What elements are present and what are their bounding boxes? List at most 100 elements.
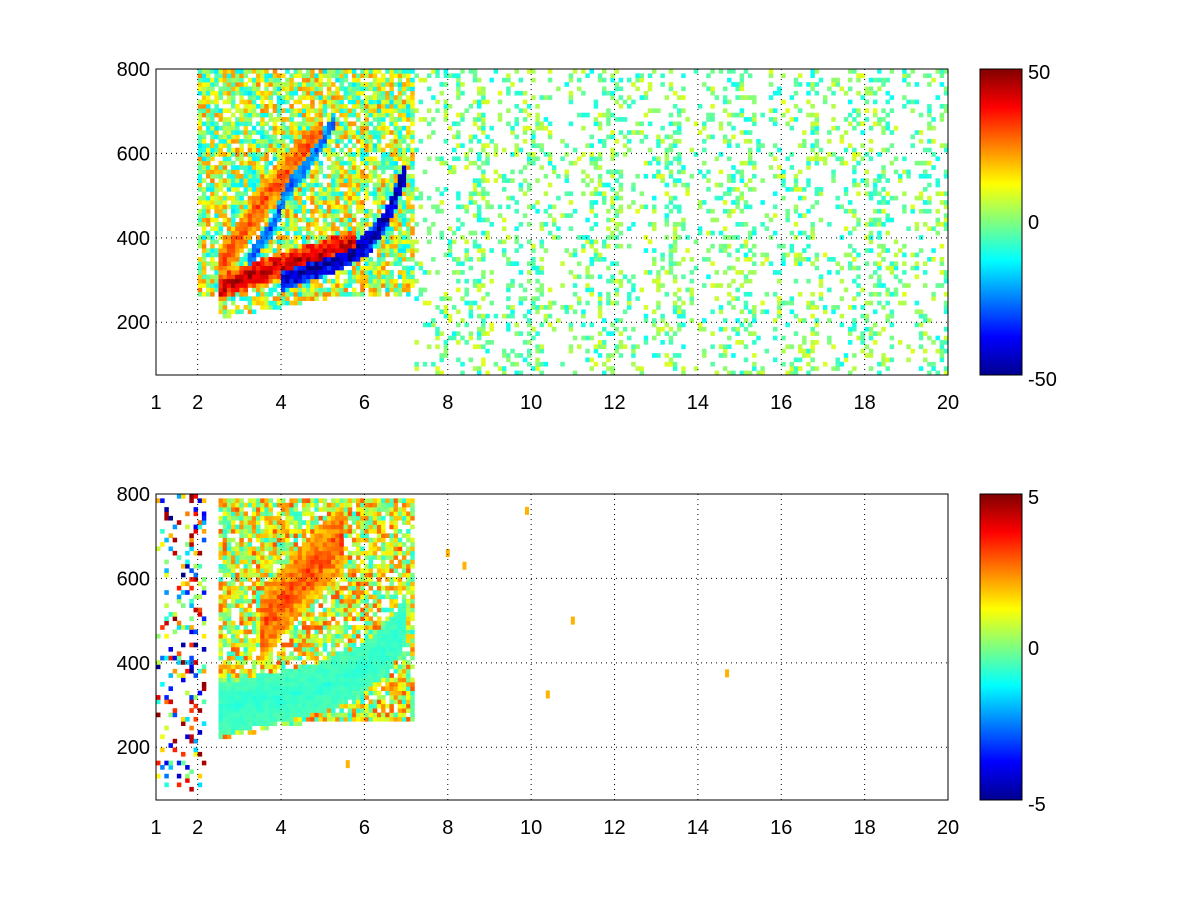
heatmap-cell <box>535 278 540 284</box>
heatmap-cell <box>710 117 715 122</box>
heatmap-cell <box>727 178 732 183</box>
heatmap-cell <box>431 130 436 135</box>
heatmap-cell <box>214 213 219 218</box>
heatmap-cell <box>168 765 173 770</box>
heatmap-cell <box>464 256 469 262</box>
heatmap-cell <box>777 296 782 301</box>
heatmap-cell <box>164 507 169 512</box>
heatmap-cell <box>727 173 732 179</box>
heatmap-cell <box>322 274 328 280</box>
heatmap-cell <box>526 348 532 354</box>
heatmap-cell <box>547 160 553 166</box>
heatmap-cell <box>677 353 682 358</box>
heatmap-cell <box>310 208 315 214</box>
heatmap-cell <box>222 616 228 622</box>
heatmap-cell <box>931 291 936 297</box>
heatmap-cell <box>364 195 369 201</box>
heatmap-cell <box>472 230 478 236</box>
heatmap-cell <box>281 147 286 153</box>
heatmap-cell <box>631 344 636 350</box>
heatmap-cell <box>176 598 182 604</box>
heatmap-cell <box>347 156 353 162</box>
heatmap-cell <box>881 256 886 262</box>
heatmap-cell <box>368 130 374 135</box>
heatmap-cell <box>226 121 232 127</box>
heatmap-cell <box>197 86 203 92</box>
heatmap-cell <box>597 274 603 280</box>
heatmap-cell <box>351 143 357 148</box>
heatmap-cell <box>276 243 282 249</box>
heatmap-cell <box>268 134 274 140</box>
heatmap-cell <box>360 274 365 280</box>
heatmap-cell <box>226 620 232 626</box>
heatmap-cell <box>739 108 745 114</box>
heatmap-cell <box>464 248 469 253</box>
heatmap-cell <box>677 322 682 328</box>
heatmap-cell <box>256 283 261 288</box>
heatmap-cell <box>218 520 223 525</box>
heatmap-cell <box>522 138 528 144</box>
heatmap-cell <box>672 222 678 227</box>
heatmap-cell <box>310 152 315 157</box>
heatmap-cell <box>185 511 190 517</box>
heatmap-cell <box>247 235 253 240</box>
heatmap-cell <box>326 278 332 284</box>
heatmap-cell <box>447 318 453 323</box>
heatmap-cell <box>197 108 203 114</box>
heatmap-cell <box>172 668 178 674</box>
heatmap-cell <box>872 182 878 188</box>
heatmap-cell <box>231 668 236 674</box>
heatmap-cell <box>393 278 399 284</box>
heatmap-cell <box>476 178 482 183</box>
heatmap-cell <box>214 208 219 214</box>
heatmap-cell <box>356 165 361 170</box>
heatmap-cell <box>401 213 407 218</box>
heatmap-cell <box>835 305 840 310</box>
heatmap-cell <box>272 138 278 144</box>
heatmap-cell <box>401 125 407 131</box>
heatmap-cell <box>939 82 945 87</box>
heatmap-cell <box>210 235 215 240</box>
heatmap-cell <box>310 130 315 135</box>
heatmap-cell <box>681 300 686 306</box>
heatmap-cell <box>535 143 540 148</box>
heatmap-cell <box>218 625 223 630</box>
heatmap-cell <box>339 230 344 236</box>
heatmap-cell <box>426 121 432 127</box>
heatmap-cell <box>506 357 511 363</box>
heatmap-cell <box>347 230 353 236</box>
heatmap-cell <box>347 147 353 153</box>
heatmap-cell <box>310 108 315 114</box>
heatmap-cell <box>672 226 678 232</box>
heatmap-cell <box>847 200 853 205</box>
heatmap-cell <box>406 204 411 210</box>
heatmap-cell <box>318 243 324 249</box>
heatmap-cell <box>731 178 736 183</box>
heatmap-cell <box>872 90 878 96</box>
heatmap-cell <box>168 743 173 748</box>
heatmap-cell <box>272 156 278 162</box>
heatmap-cell <box>485 313 490 319</box>
heatmap-cell <box>360 90 365 96</box>
heatmap-cell <box>897 173 903 179</box>
heatmap-cell <box>260 208 265 214</box>
heatmap-cell <box>506 178 511 183</box>
heatmap-cell <box>297 73 303 79</box>
heatmap-cell <box>231 699 236 705</box>
heatmap-cell <box>397 69 403 74</box>
heatmap-cell <box>706 274 711 280</box>
heatmap-cell <box>610 169 615 175</box>
heatmap-cell <box>864 300 870 306</box>
heatmap-cell <box>743 357 749 363</box>
heatmap-cell <box>593 222 599 227</box>
heatmap-cell <box>218 730 223 735</box>
heatmap-cell <box>385 82 390 87</box>
heatmap-cell <box>610 156 615 162</box>
heatmap-cell <box>606 296 611 301</box>
heatmap-cell <box>231 559 236 565</box>
heatmap-cell <box>160 498 165 504</box>
heatmap-cell <box>939 200 945 205</box>
heatmap-cell <box>260 191 265 197</box>
heatmap-cell <box>481 173 486 179</box>
heatmap-cell <box>222 235 228 240</box>
